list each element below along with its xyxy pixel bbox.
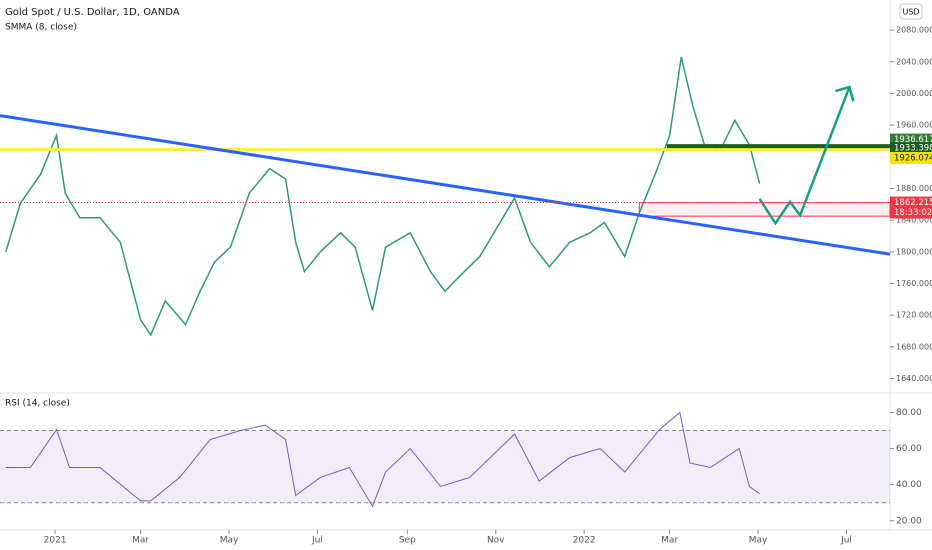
rsi-tick-label: 20.00 (896, 516, 922, 526)
price-line (5, 56, 761, 337)
trendline (0, 114, 891, 256)
price-label-bg (890, 196, 932, 219)
y-tick-label: 2040.000 (896, 57, 932, 66)
y-tick-label: 1800.000 (896, 247, 932, 256)
x-tick-label: 2021 (44, 536, 67, 546)
price-label-bg (890, 142, 932, 155)
y-tick-label: 1680.000 (896, 342, 932, 351)
y-tick-label: 1760.000 (896, 279, 932, 288)
x-tick-label: May (749, 536, 768, 546)
price-label: 1933.398 (894, 144, 932, 154)
price-label: 1936.617 (894, 135, 932, 145)
y-tick-label: 1720.000 (896, 311, 932, 320)
y-tick-label: 1960.000 (896, 121, 932, 130)
projection (758, 86, 851, 226)
x-tick-label: Sep (399, 536, 416, 546)
rsi-tick-label: 40.00 (896, 480, 922, 490)
currency-button[interactable] (899, 3, 923, 20)
y-tick-label: 1840.000 (896, 216, 932, 225)
x-tick-label: Mar (661, 536, 678, 546)
price-label: 1926.074 (894, 153, 932, 163)
rsi-line (5, 411, 760, 508)
x-tick-label: Jul (311, 536, 323, 546)
price-label: 1862.215 (894, 198, 932, 208)
indicator-label: SMMA (8, close) (5, 23, 77, 33)
price-label-bg (890, 151, 932, 164)
rsi-band (0, 430, 890, 503)
y-tick-label: 1880.000 (896, 184, 932, 193)
chart-title: Gold Spot / U.S. Dollar, 1D, OANDA (5, 7, 180, 18)
y-tick-label: 1640.000 (896, 374, 932, 383)
rsi-tick-label: 80.00 (896, 408, 922, 418)
x-tick-label: May (220, 536, 239, 546)
x-tick-label: Mar (132, 536, 149, 546)
x-tick-label: Jul (840, 536, 852, 546)
rsi-tick-label: 60.00 (896, 444, 922, 454)
arrow-head (835, 85, 855, 102)
currency[interactable]: USD (902, 8, 919, 17)
countdown: 18:33:02 (894, 208, 932, 218)
y-tick-label: 2000.000 (896, 89, 932, 98)
x-tick-label: Nov (487, 536, 505, 546)
x-tick-label: 2022 (573, 536, 596, 546)
y-tick-label: 2080.000 (896, 26, 932, 35)
rsi-title: RSI (14, close) (5, 399, 70, 409)
